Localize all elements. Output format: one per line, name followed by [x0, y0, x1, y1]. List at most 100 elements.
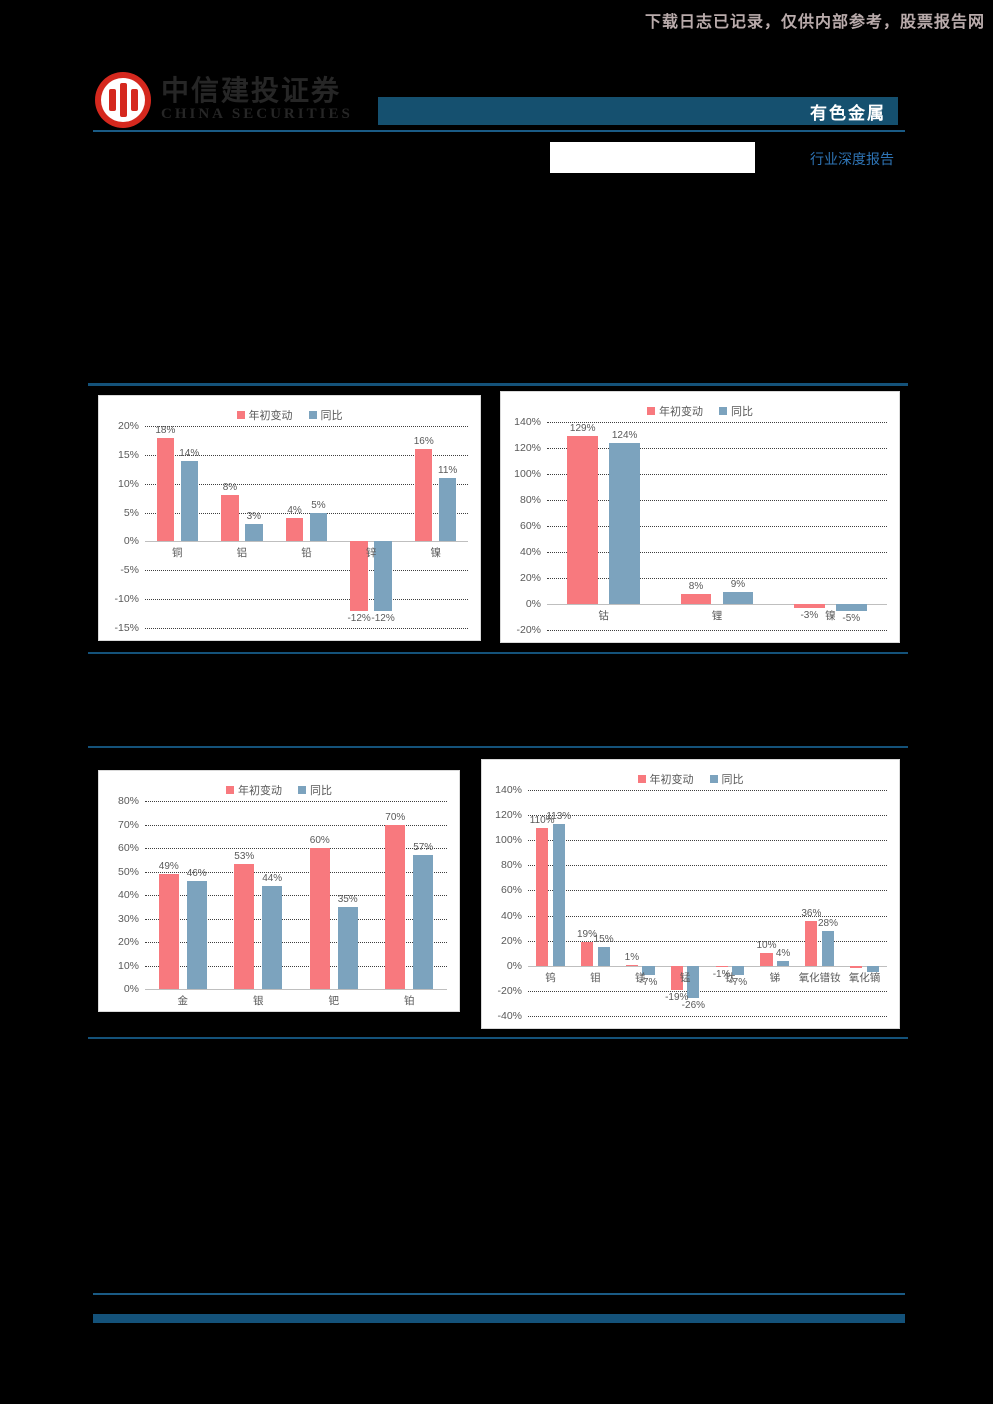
y-axis-tick: 40% — [519, 546, 541, 558]
legend-item: 年初变动 — [236, 407, 293, 423]
bar — [567, 436, 598, 604]
logo-bar-icon — [108, 89, 116, 111]
legend-item: 同比 — [308, 407, 343, 423]
bar — [385, 824, 406, 989]
gridline — [145, 895, 447, 896]
bar — [234, 864, 255, 989]
y-axis-tick: 0% — [123, 983, 139, 995]
company-logo: 中信建投证券 CHINA SECURITIES — [95, 72, 353, 128]
y-axis-tick: 40% — [117, 889, 139, 901]
section-divider — [88, 652, 908, 654]
logo-inner-pattern — [101, 78, 145, 122]
y-axis-tick: 80% — [117, 795, 139, 807]
value-label: 44% — [262, 872, 283, 884]
bar — [715, 965, 728, 968]
legend-swatch — [709, 775, 718, 783]
bar — [760, 953, 773, 966]
zero-axis-line — [547, 604, 887, 605]
y-axis-tick: 20% — [519, 572, 541, 584]
y-axis-tick: 15% — [117, 448, 139, 461]
value-label: 9% — [730, 579, 746, 591]
legend-series-label: 同比 — [320, 410, 343, 422]
y-axis-tick: 20% — [117, 420, 139, 432]
gridline — [145, 942, 447, 943]
chart-plot-area: 140% 120% 100% 80% 60% 40% 20% 0% -20% -40% 110% 11… — [495, 784, 887, 1022]
y-axis-tick: 0% — [506, 959, 522, 972]
value-label: -12% — [371, 612, 395, 624]
chart-legend: 年初变动 同比 — [99, 396, 480, 426]
bar — [337, 906, 358, 989]
header-divider — [93, 130, 905, 132]
y-axis-tick: 60% — [500, 884, 522, 897]
value-label: 8% — [688, 580, 704, 592]
zero-axis-line — [145, 541, 468, 543]
zero-axis-line — [528, 965, 887, 967]
bar — [309, 848, 330, 989]
legend-swatch — [236, 411, 245, 419]
gridline — [528, 1016, 887, 1017]
value-label: 113% — [546, 810, 572, 822]
y-axis-tick: 20% — [500, 934, 522, 947]
legend-swatch — [226, 786, 234, 794]
bar — [821, 930, 835, 966]
value-label: 4% — [287, 505, 302, 517]
gridline — [547, 448, 887, 449]
sector-header-bar: 有色金属 — [378, 97, 898, 125]
gridline — [528, 865, 887, 867]
category-label: 锂 — [711, 610, 723, 622]
category-label: 金 — [177, 995, 189, 1007]
chart-plot-area: 80% 70% 60% 50% 40% 30% 20% 10% 0% 49% 46% 金 53% 44% 银… — [118, 795, 447, 1007]
value-label: 19% — [576, 928, 597, 940]
y-axis-tick: -5% — [120, 564, 139, 577]
y-axis-tick: -10% — [114, 593, 139, 606]
y-axis-tick: 60% — [519, 520, 541, 532]
value-label: 18% — [155, 424, 176, 436]
redacted-title-box — [550, 142, 755, 173]
y-axis-tick: 100% — [514, 468, 541, 480]
bar — [670, 965, 683, 990]
value-label: 10% — [756, 940, 777, 952]
y-axis-tick: 70% — [117, 818, 139, 831]
y-axis-tick: 10% — [117, 959, 139, 972]
logo-circle-icon — [95, 72, 151, 128]
chart-plot-area: 140% 120% 100% 80% 60% 40% 20% 0% -20% 129% 124% 钴 8… — [514, 416, 887, 636]
bar — [438, 477, 457, 542]
category-label: 镍 — [825, 610, 836, 622]
gridline — [547, 630, 887, 631]
bar — [262, 885, 283, 989]
footer-thick-divider — [93, 1314, 905, 1323]
chart-plot-area: 20% 15% 10% 5% 0% -5% -10% -15% 18% 14% 铜 8% 3% 铝 4% 5%… — [114, 420, 468, 634]
bar — [794, 604, 825, 608]
category-label: 钯 — [328, 995, 340, 1007]
value-label: 8% — [222, 482, 238, 494]
gridline — [145, 570, 468, 572]
value-label: -26% — [681, 1000, 706, 1012]
brand-name-cn: 中信建投证券 — [161, 76, 342, 108]
bar — [680, 593, 712, 604]
value-label: 15% — [593, 933, 614, 945]
category-label: 钨 — [545, 971, 556, 984]
gridline — [547, 526, 887, 527]
bar — [374, 541, 392, 611]
y-axis-tick: 80% — [519, 494, 541, 506]
gridline — [145, 426, 468, 427]
legend-series-label: 年初变动 — [659, 406, 703, 418]
gridline — [547, 578, 887, 579]
gridline — [145, 801, 447, 802]
category-label: 氧化镝 — [848, 971, 881, 984]
report-type-label: 行业深度报告 — [810, 153, 894, 168]
y-axis-tick: 140% — [514, 416, 541, 428]
bar — [221, 495, 239, 542]
gridline — [547, 474, 887, 475]
bar — [836, 604, 867, 611]
category-label: 镍 — [430, 547, 441, 560]
value-label: -3% — [800, 609, 819, 621]
gridline — [528, 790, 887, 791]
gridline — [528, 990, 887, 992]
y-axis-tick: 140% — [495, 784, 522, 796]
legend-swatch — [298, 786, 306, 794]
chart-legend: 年初变动 同比 — [501, 392, 899, 422]
bar — [732, 965, 745, 975]
value-label: 49% — [158, 860, 179, 872]
gridline — [145, 918, 447, 920]
